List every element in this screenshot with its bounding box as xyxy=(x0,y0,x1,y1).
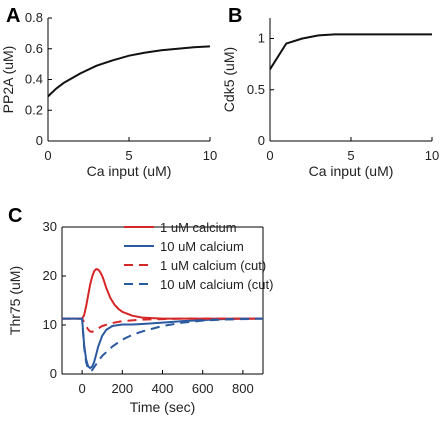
panel-letter: A xyxy=(6,5,20,27)
y-tick-label: 0 xyxy=(36,133,43,148)
x-axis-label: Ca input (uM) xyxy=(87,163,172,179)
panel-letter: B xyxy=(228,5,242,27)
y-tick-label: 1 xyxy=(258,31,265,46)
y-axis-label: Cdk5 (uM) xyxy=(221,47,237,112)
x-tick-label: 5 xyxy=(347,148,354,163)
chart-panel-a: A 0 0.2 0.4 0.6 0.8 0 5 10 Ca input (uM) PP2A (uM) xyxy=(0,5,217,179)
legend-label: 1 uM calcium xyxy=(160,220,237,235)
x-tick-label: 0 xyxy=(44,148,51,163)
x-tick-label: 200 xyxy=(111,381,133,396)
x-tick-label: 10 xyxy=(203,148,217,163)
y-axis-label: Thr75 (uM) xyxy=(7,266,23,335)
y-tick-label: 0 xyxy=(258,133,265,148)
x-tick-label: 0 xyxy=(78,381,85,396)
legend-label: 10 uM calcium xyxy=(160,239,244,254)
x-axis-label: Time (sec) xyxy=(130,399,196,415)
series-line-4 xyxy=(62,317,264,373)
y-tick-label: 0.6 xyxy=(25,41,43,56)
y-tick-label: 0.2 xyxy=(25,102,43,117)
y-tick-label: 0.5 xyxy=(247,82,265,97)
y-tick-label: 0.4 xyxy=(25,72,43,87)
y-tick-label: 10 xyxy=(43,317,57,332)
y-tick-label: 20 xyxy=(43,268,57,283)
series-line-2 xyxy=(62,317,263,370)
x-tick-label: 10 xyxy=(425,148,439,163)
legend-label: 1 uM calcium (cut) xyxy=(160,258,266,273)
x-tick-label: 5 xyxy=(125,148,132,163)
x-tick-label: 800 xyxy=(232,381,254,396)
x-tick-label: 400 xyxy=(152,381,174,396)
y-tick-label: 0 xyxy=(50,366,57,381)
y-axis-label: PP2A (uM) xyxy=(0,46,16,114)
x-tick-label: 600 xyxy=(192,381,214,396)
panel-letter: C xyxy=(8,205,22,227)
series-line-1 xyxy=(47,45,211,98)
x-axis-label: Ca input (uM) xyxy=(309,163,394,179)
chart-panel-c: C 0 10 20 30 0 200 400 600 800 Time (sec) Thr75 (uM… xyxy=(7,205,273,415)
series-line-3 xyxy=(62,317,263,333)
legend: 1 uM calcium 10 uM calcium 1 uM calcium (c… xyxy=(124,220,273,292)
legend-label: 10 uM calcium (cut) xyxy=(160,277,273,292)
series-line-1 xyxy=(269,33,432,70)
y-tick-label: 30 xyxy=(43,219,57,234)
x-tick-label: 0 xyxy=(266,148,273,163)
y-tick-label: 0.8 xyxy=(25,10,43,25)
